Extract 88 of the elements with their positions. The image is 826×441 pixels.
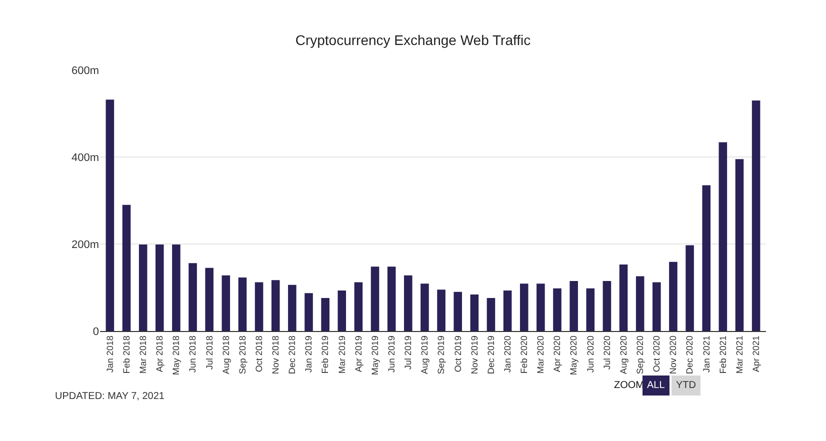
x-tick-label: Nov 2020 (668, 336, 678, 374)
bar (354, 282, 363, 331)
bar (752, 100, 760, 331)
x-tick-label: Dec 2019 (486, 336, 496, 374)
x-tick-label: Sep 2018 (237, 336, 248, 374)
bar (370, 266, 380, 331)
bar (122, 204, 131, 331)
x-tick-label: Nov 2018 (270, 336, 281, 374)
x-tick-label: Mar 2019 (336, 336, 347, 374)
bar (188, 263, 197, 331)
bar (321, 298, 330, 331)
text: YTD (676, 380, 696, 391)
x-tick-label: Oct 2020 (652, 336, 662, 372)
bar (437, 290, 446, 331)
y-tick-label: 0 (92, 326, 99, 338)
bar (470, 294, 479, 331)
bar (702, 185, 710, 331)
bar (536, 284, 545, 331)
x-tick-label: Sep 2020 (635, 336, 646, 374)
x-tick-label: Feb 2018 (121, 336, 132, 374)
text: ALL (647, 380, 666, 391)
x-tick-label: Jan 2018 (104, 336, 115, 373)
bar (172, 244, 180, 331)
bar (106, 100, 114, 331)
bar (520, 284, 528, 331)
x-tick-label: Dec 2020 (684, 336, 695, 374)
x-tick-label: Sep 2019 (436, 336, 446, 374)
bar (138, 244, 148, 331)
bar (486, 298, 496, 331)
bar (254, 282, 264, 331)
x-tick-label: Feb 2020 (519, 336, 530, 374)
x-tick-label: Nov 2019 (469, 336, 480, 374)
bar (387, 266, 396, 331)
x-tick-label: Apr 2021 (750, 336, 761, 372)
x-tick-label: Mar 2020 (536, 336, 546, 374)
y-tick-label: 400m (71, 152, 99, 164)
bar (735, 159, 744, 331)
x-tick-label: Aug 2018 (220, 336, 231, 374)
bar (553, 288, 562, 331)
chart-title: Cryptocurrency Exchange Web Traffic (295, 32, 531, 48)
x-tick-label: Apr 2020 (552, 336, 562, 372)
x-tick-label: May 2019 (370, 336, 380, 376)
x-tick-label: Jul 2018 (204, 336, 214, 370)
bar (503, 290, 512, 331)
bar (338, 290, 346, 331)
bar (420, 284, 429, 331)
bar (686, 245, 694, 331)
bar (404, 275, 412, 331)
x-tick-label: Apr 2019 (353, 336, 364, 372)
y-tick-label: 600m (71, 64, 99, 77)
x-tick-label: Feb 2019 (320, 336, 330, 374)
x-tick-label: Aug 2020 (618, 336, 628, 374)
x-tick-label: Oct 2019 (452, 336, 463, 372)
x-tick-label: Mar 2021 (734, 336, 744, 374)
x-tick-label: Aug 2019 (420, 336, 430, 374)
bar (238, 278, 247, 331)
x-tick-label: Jul 2019 (403, 336, 414, 370)
x-tick-label: Jul 2020 (602, 336, 612, 370)
bar (619, 264, 628, 331)
x-tick-label: Dec 2018 (287, 336, 298, 374)
bar (636, 276, 644, 331)
bar (304, 293, 313, 331)
bar (205, 268, 214, 331)
bar (271, 280, 280, 331)
bar (222, 275, 230, 331)
y-tick-label: 200m (71, 238, 99, 251)
x-tick-label: Apr 2018 (154, 336, 165, 372)
bar (586, 288, 595, 331)
x-tick-label: Oct 2018 (254, 336, 264, 372)
x-tick-label: Jun 2019 (386, 336, 397, 373)
x-tick-label: Mar 2018 (138, 336, 148, 374)
bar (602, 280, 612, 331)
bar (718, 142, 728, 331)
x-tick-label: Jun 2018 (188, 336, 198, 373)
bar (454, 292, 462, 331)
bar (652, 282, 661, 331)
text: UPDATED: MAY 7, 2021 (55, 391, 165, 402)
bar (570, 280, 578, 331)
bar (156, 244, 164, 331)
x-tick-label: Jan 2020 (502, 336, 512, 373)
bar (288, 284, 296, 331)
x-tick-label: Jan 2021 (701, 336, 712, 373)
x-tick-label: Jun 2020 (585, 336, 596, 373)
bar (669, 262, 678, 331)
x-tick-label: Feb 2021 (718, 336, 728, 374)
x-tick-label: May 2020 (568, 336, 579, 376)
x-tick-label: Jan 2019 (304, 336, 314, 373)
x-tick-label: May 2018 (171, 336, 182, 376)
